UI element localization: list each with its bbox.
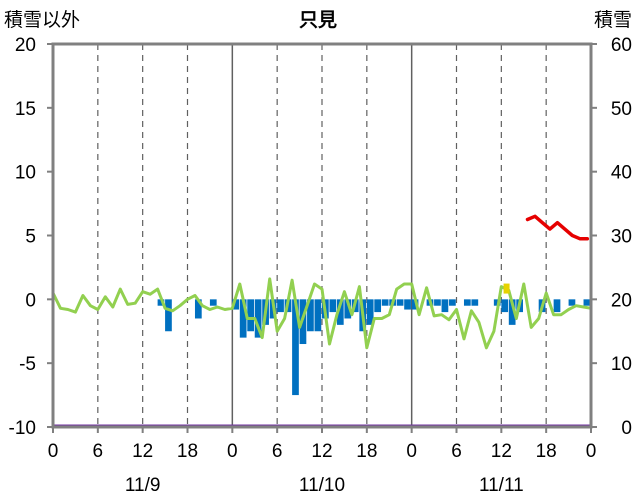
bar [441, 299, 449, 313]
bar [471, 299, 479, 306]
left-tick-label: 15 [15, 99, 36, 120]
bar [463, 299, 471, 306]
bar [165, 299, 172, 332]
left-tick-label: 20 [15, 35, 36, 56]
temperature-line [51, 277, 593, 350]
left-tick-label: 10 [15, 163, 36, 184]
x-tick-label: 0 [48, 441, 59, 462]
bar [583, 299, 591, 306]
x-tick-label: 0 [406, 441, 417, 462]
left-tick-label: -5 [19, 354, 36, 375]
bar [194, 299, 202, 319]
day-label: 11/11 [479, 475, 524, 496]
left-axis-ticks: 20 15 10 5 0 -5 -10 [9, 35, 53, 439]
bar [247, 299, 255, 332]
right-tick-label: 30 [611, 227, 632, 248]
x-tick-label: 0 [227, 441, 238, 462]
day-label: 11/9 [125, 475, 161, 496]
line-series [51, 214, 593, 350]
bar [374, 299, 382, 313]
right-tick-label: 20 [611, 290, 632, 311]
bar [239, 299, 247, 338]
x-tick-label: 6 [451, 441, 462, 462]
left-tick-label: 0 [25, 290, 36, 311]
right-tick-label: 60 [611, 35, 632, 56]
bar [254, 299, 262, 338]
chart-title: 只見 [299, 9, 337, 31]
bar [434, 299, 441, 306]
bar [307, 299, 314, 332]
bar [344, 299, 352, 319]
bar [381, 299, 389, 306]
x-axis-ticks: 0 6 12 18 0 6 12 18 0 6 12 18 0 [48, 427, 597, 462]
x-tick-label: 12 [132, 441, 153, 462]
right-tick-label: 0 [621, 418, 632, 439]
bar [553, 299, 561, 313]
gridlines [97, 44, 547, 427]
right-axis-label: 積雪 [594, 9, 632, 31]
bar [232, 299, 240, 310]
day-labels: 11/9 11/10 11/11 [125, 475, 524, 496]
bar [292, 299, 299, 396]
x-tick-label: 18 [356, 441, 377, 462]
left-axis-label: 積雪以外 [4, 9, 80, 31]
left-tick-label: -10 [9, 418, 36, 439]
bar [501, 299, 509, 313]
bar [157, 299, 165, 306]
x-tick-label: 0 [586, 441, 597, 462]
x-tick-label: 12 [311, 441, 332, 462]
bar [508, 299, 516, 325]
bar [329, 299, 337, 313]
right-tick-label: 10 [611, 354, 632, 375]
bar [449, 299, 456, 306]
x-tick-label: 6 [93, 441, 104, 462]
bar [404, 299, 411, 310]
day-label: 11/10 [299, 475, 345, 496]
snow-depth-line [525, 214, 590, 241]
right-axis-ticks: 60 50 40 30 20 10 0 [591, 35, 632, 439]
right-tick-label: 50 [611, 99, 632, 120]
bar [336, 299, 344, 325]
bar [396, 299, 404, 306]
x-tick-label: 12 [491, 441, 512, 462]
left-tick-label: 5 [25, 227, 36, 248]
x-tick-label: 6 [272, 441, 283, 462]
bar [366, 299, 374, 325]
bar [568, 299, 576, 306]
x-tick-label: 18 [536, 441, 557, 462]
x-tick-label: 18 [177, 441, 198, 462]
bar [411, 299, 419, 310]
bar [209, 299, 217, 306]
bar [277, 299, 284, 313]
bar [314, 299, 322, 332]
bar-series [157, 299, 591, 396]
right-tick-label: 40 [611, 163, 632, 184]
marker [503, 283, 510, 294]
